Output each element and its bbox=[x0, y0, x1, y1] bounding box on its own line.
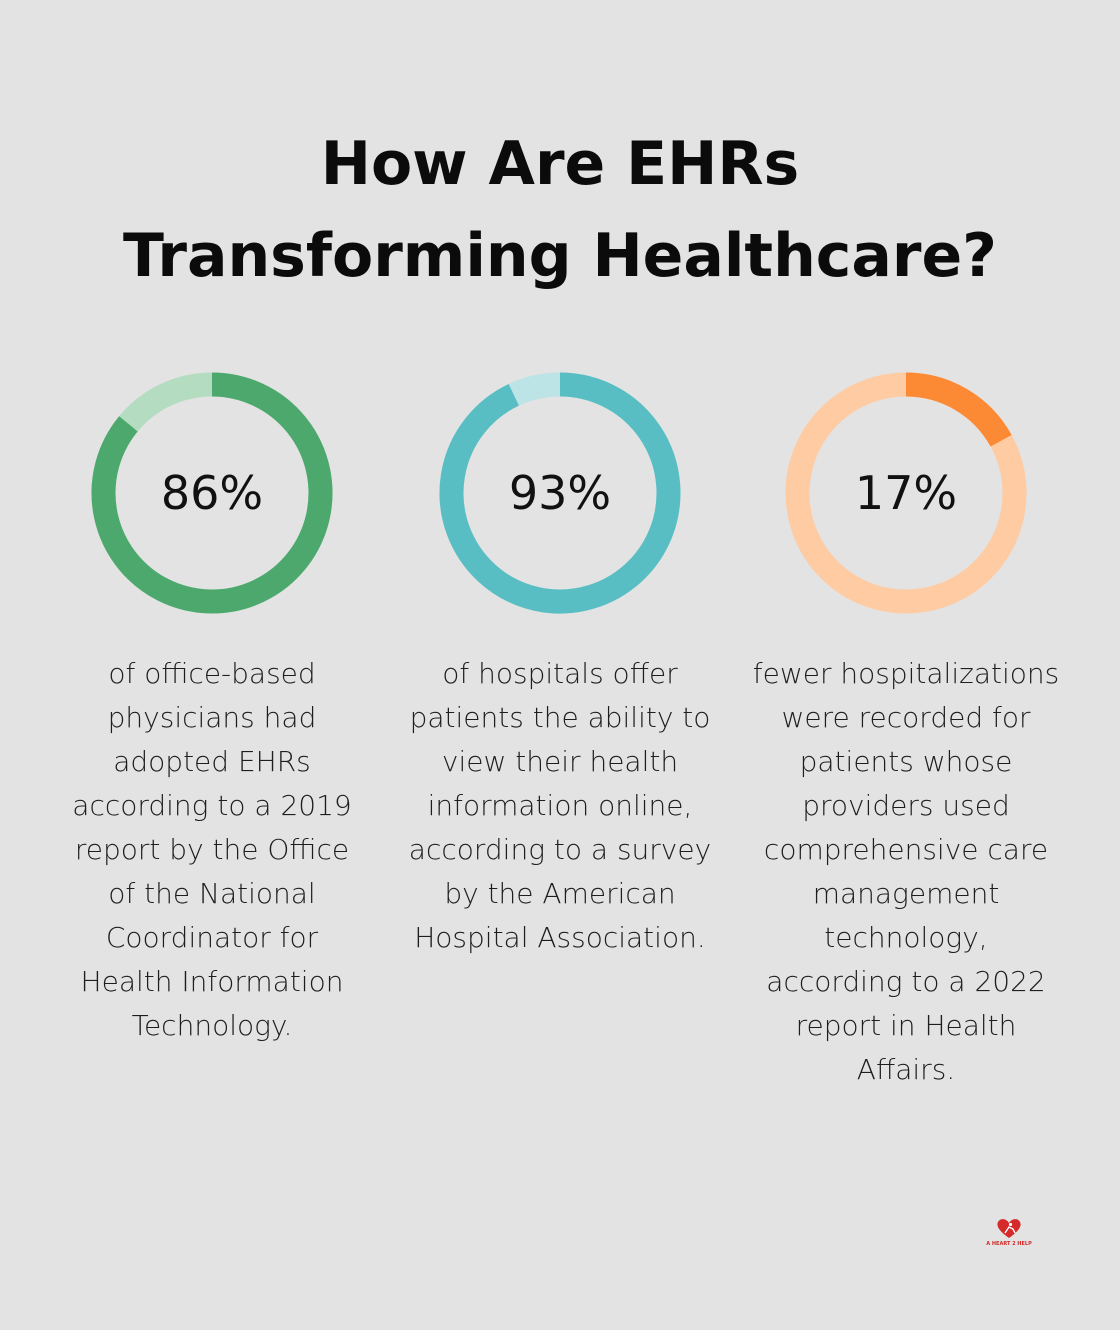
stat-value: 86% bbox=[161, 466, 263, 520]
donut-value-arc bbox=[905, 372, 1012, 447]
stat-card-hospitalizations: 17% fewer hospitalizations were recorded… bbox=[746, 372, 1066, 1092]
donut-chart-physicians: 86% bbox=[91, 372, 333, 614]
stat-card-hospitals: 93% of hospitals offer patients the abil… bbox=[400, 372, 720, 960]
stat-value: 93% bbox=[509, 466, 611, 520]
logo-figure-body bbox=[1004, 1226, 1016, 1234]
stat-value: 17% bbox=[855, 466, 957, 520]
stat-description: fewer hospitalizations were recorded for… bbox=[752, 657, 1060, 1086]
donut-value-arc bbox=[439, 372, 681, 614]
donut-chart-hospitals: 93% bbox=[439, 372, 681, 614]
title-line-1: How Are EHRs bbox=[320, 129, 800, 199]
title-line-2: Transforming Healthcare? bbox=[123, 221, 997, 291]
donut-value-arc bbox=[91, 372, 333, 614]
logo-figure-icon bbox=[1008, 1222, 1013, 1227]
page-title: How Are EHRs Transforming Healthcare? bbox=[0, 118, 1120, 302]
logo-text: A HEART 2 HELP bbox=[986, 1241, 1032, 1247]
stat-description: of office-based physicians had adopted E… bbox=[72, 657, 352, 1042]
heart-icon bbox=[997, 1219, 1021, 1238]
stat-card-physicians: 86% of office-based physicians had adopt… bbox=[52, 372, 372, 1048]
brand-logo: A HEART 2 HELP bbox=[986, 1219, 1032, 1247]
donut-chart-hospitalizations: 17% bbox=[785, 372, 1027, 614]
stat-description: of hospitals offer patients the ability … bbox=[408, 657, 712, 954]
